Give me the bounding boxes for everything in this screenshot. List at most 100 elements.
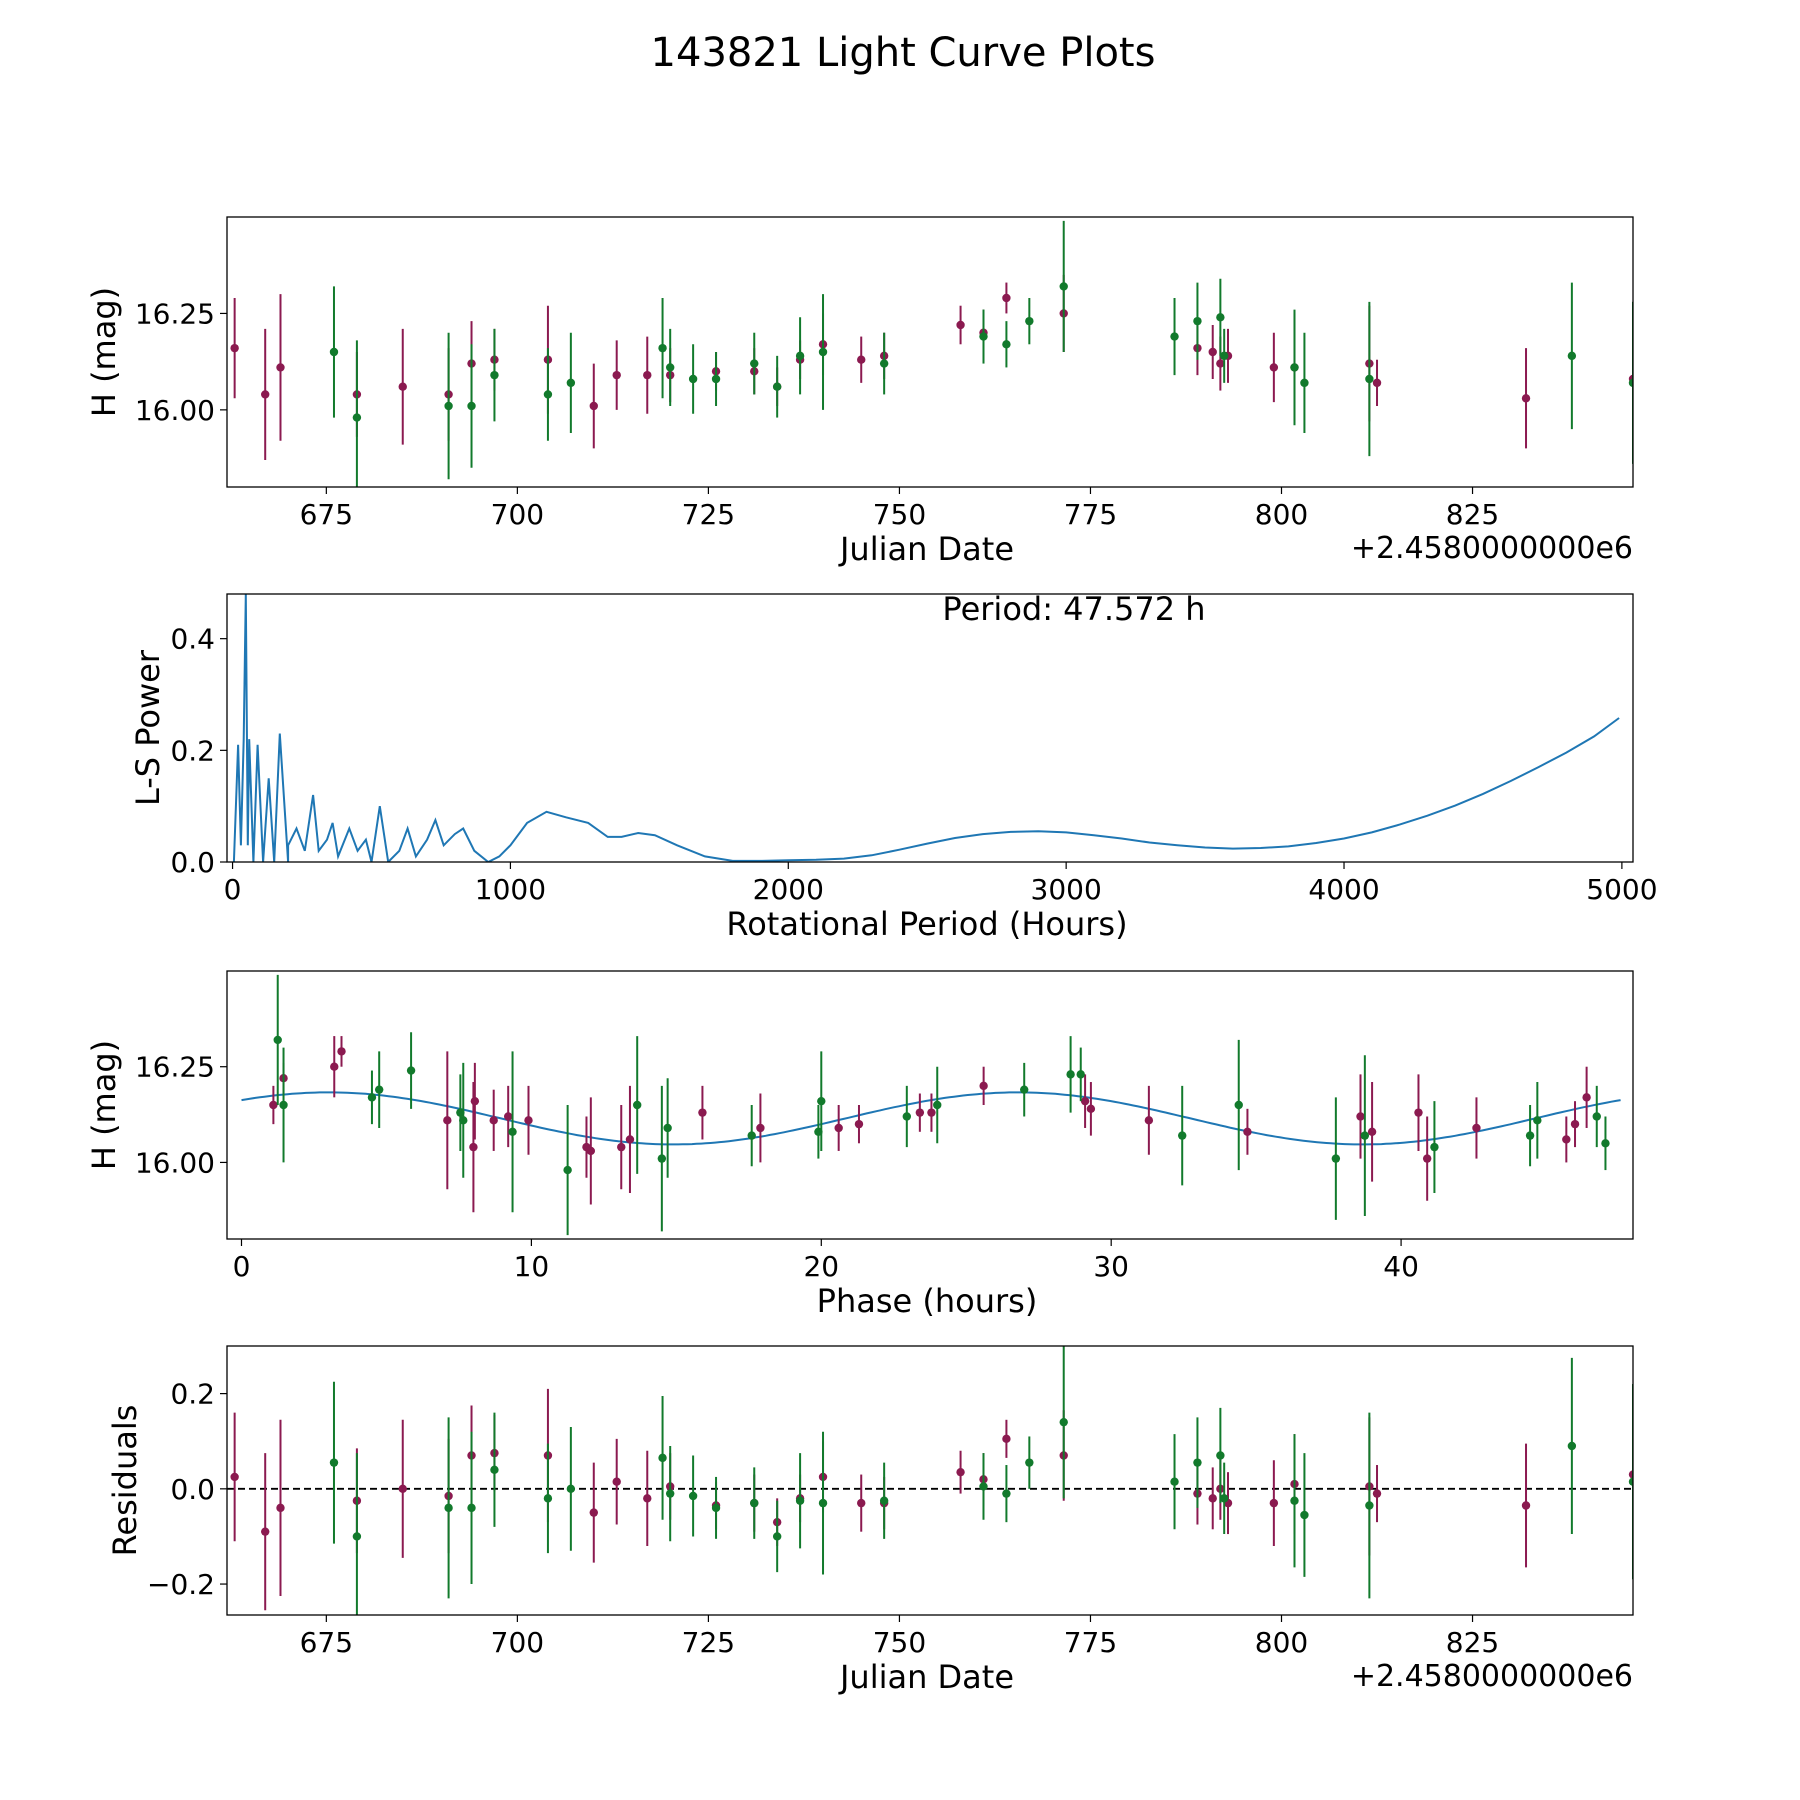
data-point: [1178, 1131, 1187, 1140]
data-point: [352, 1532, 362, 1541]
data-point: [1020, 1085, 1029, 1094]
y-axis-label: Residuals: [106, 1405, 144, 1557]
x-offset-label: +2.4580000000e6: [1351, 531, 1633, 566]
x-tick-label: 825: [1446, 498, 1499, 531]
data-point: [756, 1123, 765, 1133]
data-point: [933, 1100, 942, 1110]
y-tick-label: 16.25: [135, 1051, 215, 1084]
data-point: [665, 363, 675, 372]
data-point: [444, 401, 453, 411]
data-point: [750, 359, 759, 368]
periodogram-line: [232, 594, 1620, 862]
data-point: [230, 1472, 239, 1482]
data-point: [818, 1498, 828, 1508]
data-point: [772, 1532, 782, 1541]
y-tick-label: 0.0: [170, 1473, 215, 1506]
data-point: [1193, 316, 1202, 326]
y-tick-label: 16.25: [135, 297, 215, 330]
data-point: [337, 1047, 346, 1056]
data-point: [1086, 1104, 1096, 1114]
data-point: [1300, 1510, 1309, 1520]
x-tick-label: 3000: [1031, 873, 1102, 906]
x-tick-label: 675: [300, 1626, 353, 1659]
data-layer: [241, 974, 1621, 1236]
panel-residuals: Julian Date Residuals +2.4580000000e6 67…: [106, 1345, 1634, 1696]
data-point: [979, 1081, 988, 1091]
x-tick-label: 30: [1093, 1250, 1129, 1283]
data-point: [711, 1503, 721, 1513]
series-green: [329, 1346, 1633, 1615]
data-point: [1300, 378, 1309, 388]
data-point: [1234, 1100, 1243, 1110]
data-point: [772, 382, 782, 391]
figure-title: 143821 Light Curve Plots: [651, 30, 1156, 76]
data-point: [444, 1503, 453, 1513]
data-point: [1567, 1441, 1577, 1451]
data-point: [1170, 1477, 1179, 1486]
x-axis-label: Rotational Period (Hours): [726, 905, 1127, 943]
data-point: [1208, 347, 1217, 357]
data-layer: [230, 220, 1633, 487]
data-point: [1243, 1127, 1252, 1137]
data-point: [1208, 1494, 1217, 1503]
data-point: [857, 1498, 866, 1508]
x-tick-label: 700: [491, 1626, 544, 1659]
x-tick-label: 0: [224, 873, 242, 906]
data-point: [688, 1491, 698, 1501]
y-tick-label: 16.00: [135, 1146, 215, 1179]
data-point: [1219, 1494, 1229, 1503]
y-tick-label: 0.4: [170, 623, 215, 656]
data-point: [1592, 1112, 1601, 1121]
data-point: [1367, 1127, 1377, 1137]
data-point: [276, 363, 285, 372]
data-point: [711, 374, 721, 384]
data-point: [273, 1035, 282, 1045]
data-point: [795, 1496, 805, 1505]
data-point: [443, 1116, 452, 1125]
data-point: [817, 1096, 826, 1106]
x-tick-label: 675: [300, 498, 353, 531]
data-point: [329, 347, 339, 357]
data-point: [398, 1484, 407, 1494]
data-point: [1628, 378, 1633, 388]
data-point: [467, 1503, 476, 1513]
data-point: [279, 1100, 288, 1110]
data-point: [818, 347, 828, 357]
data-point: [643, 370, 652, 380]
series-green: [329, 220, 1633, 487]
data-point: [688, 374, 698, 384]
data-point: [956, 1467, 965, 1477]
y-tick-label: 0.2: [170, 1378, 215, 1411]
plot-frame: [226, 593, 1634, 863]
y-tick-label: 16.00: [135, 394, 215, 427]
data-point: [747, 1131, 756, 1140]
data-point: [1525, 1131, 1535, 1140]
plot-frame: [226, 970, 1634, 1240]
data-point: [469, 1142, 478, 1152]
data-point: [795, 351, 805, 361]
x-offset-label: +2.4580000000e6: [1351, 1659, 1633, 1694]
data-point: [698, 1108, 707, 1117]
x-tick-label: 700: [491, 498, 544, 531]
panel-periodogram: Rotational Period (Hours) L-S Power Peri…: [129, 590, 1657, 943]
panel-light-curve: Julian Date H (mag) +2.4580000000e6 675 7…: [85, 216, 1634, 568]
data-point: [633, 1100, 642, 1110]
plot-frame: [226, 1345, 1634, 1616]
data-point: [1331, 1154, 1341, 1163]
x-tick-label: 750: [873, 1626, 926, 1659]
x-tick-label: 825: [1446, 1626, 1499, 1659]
data-point: [1582, 1093, 1591, 1102]
data-point: [1521, 394, 1531, 403]
x-tick-label: 725: [682, 498, 735, 531]
data-point: [566, 1484, 576, 1494]
data-point: [1365, 374, 1374, 384]
data-point: [658, 343, 667, 353]
x-tick-label: 775: [1064, 498, 1117, 531]
data-point: [879, 359, 889, 368]
data-point: [1080, 1096, 1090, 1106]
data-point: [1472, 1123, 1481, 1133]
data-point: [1002, 1489, 1011, 1498]
data-point: [834, 1123, 843, 1133]
y-axis-label: H (mag): [85, 287, 123, 417]
data-point: [261, 1527, 270, 1536]
